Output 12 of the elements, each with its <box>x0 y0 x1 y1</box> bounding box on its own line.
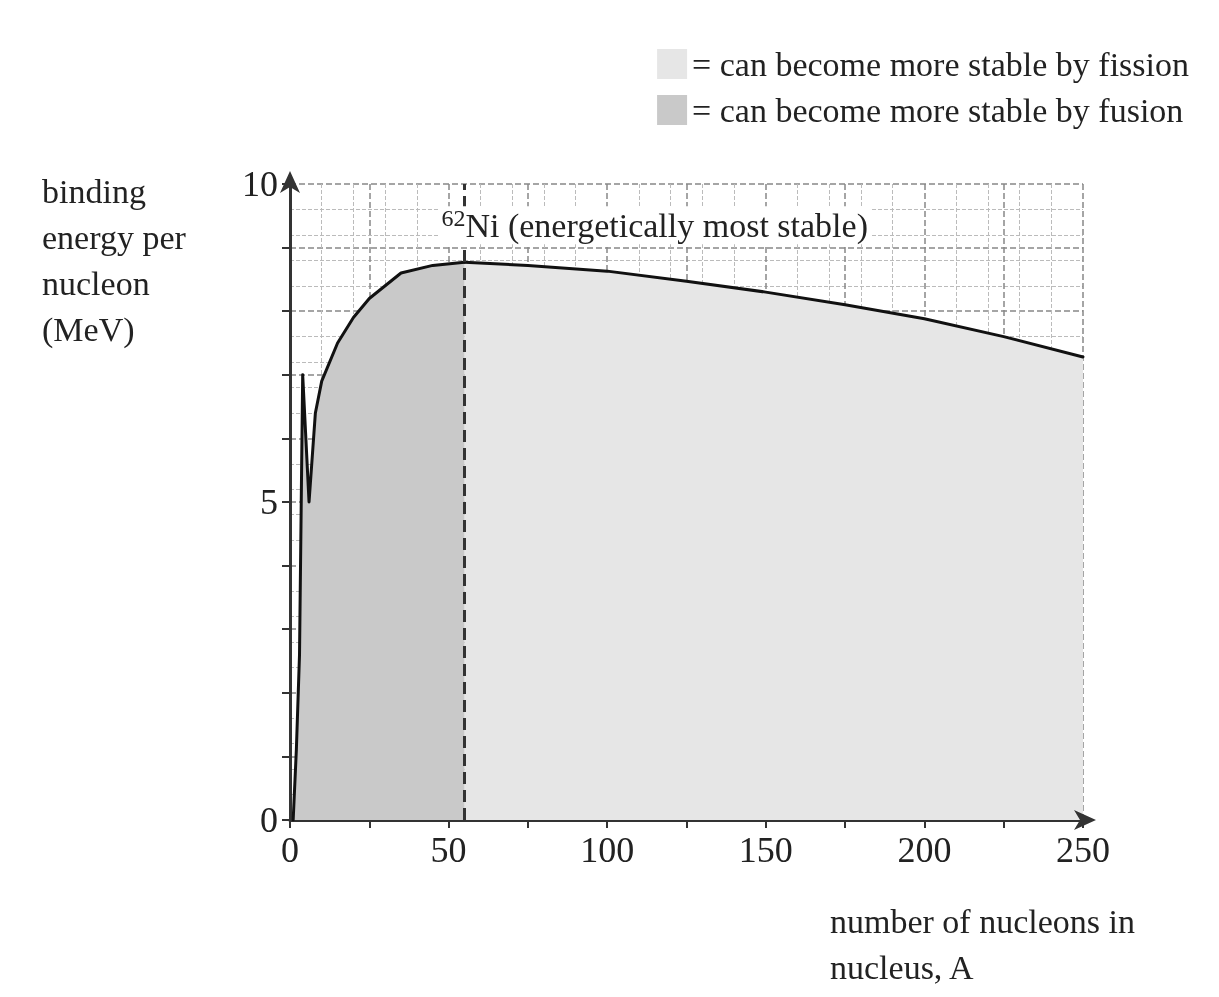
x-tick-label: 150 <box>738 830 793 870</box>
y-tick-label: 5 <box>260 482 278 522</box>
legend-label: = can become more stable by fusion <box>692 91 1184 129</box>
x-axis-title: number of nucleons in nucleus, A <box>830 902 1144 986</box>
x-tick-label: 100 <box>580 830 635 870</box>
y-tick-label: 0 <box>260 800 278 840</box>
y-tick-label: 10 <box>242 164 278 204</box>
legend-label: = can become more stable by fission <box>692 45 1189 83</box>
x-tick-label: 250 <box>1056 830 1110 870</box>
x-tick-label: 200 <box>897 830 952 870</box>
y-axis-title: binding energy per nucleon (MeV) <box>42 172 195 349</box>
x-tick-label: 50 <box>430 830 467 870</box>
